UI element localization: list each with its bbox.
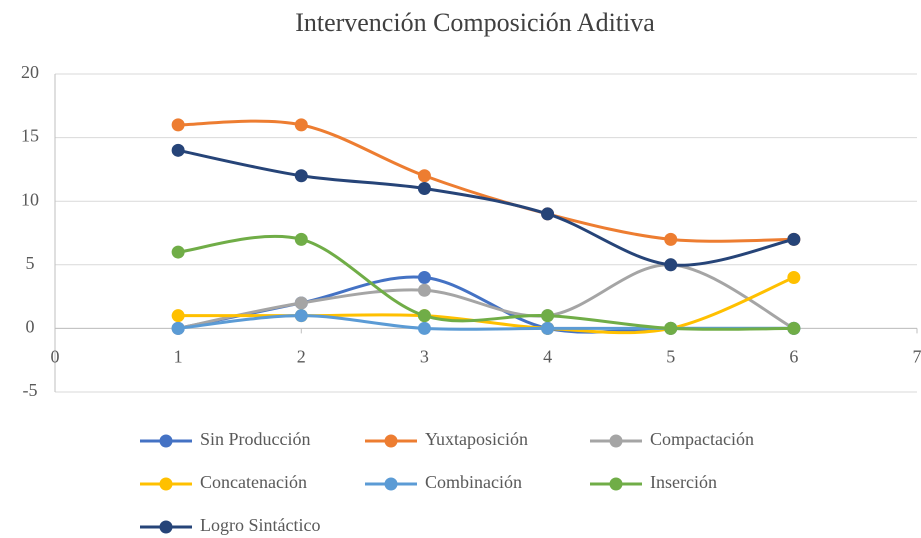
data-point (664, 321, 678, 335)
x-tick-label: 2 (297, 347, 306, 367)
data-point (171, 118, 185, 132)
data-point (171, 143, 185, 157)
series-line (177, 234, 794, 331)
legend-marker (384, 477, 398, 491)
legend-marker (159, 434, 173, 448)
legend-label: Compactación (650, 429, 754, 449)
data-point (171, 309, 185, 323)
series-line (178, 119, 794, 243)
data-point (294, 232, 308, 246)
y-tick-label: 5 (26, 253, 35, 273)
data-point (417, 271, 431, 285)
legend-label: Concatenación (200, 472, 307, 492)
data-point (541, 309, 555, 323)
legend-marker (159, 520, 173, 534)
data-point (171, 245, 185, 259)
data-point (787, 232, 801, 246)
data-point (294, 118, 308, 132)
legend-label: Inserción (650, 472, 717, 492)
data-point (787, 271, 801, 285)
series-line (177, 263, 795, 330)
legend-label: Sin Producción (200, 429, 311, 449)
data-point (664, 258, 678, 272)
data-point (417, 283, 431, 297)
legend-marker (384, 434, 398, 448)
data-point (417, 181, 431, 195)
x-tick-label: 3 (420, 347, 429, 367)
x-tick-label: 5 (666, 347, 675, 367)
data-point (541, 207, 555, 221)
data-point (294, 169, 308, 183)
y-tick-label: 20 (21, 62, 39, 82)
legend-marker (159, 477, 173, 491)
data-point (171, 321, 185, 335)
x-tick-label: 6 (789, 347, 798, 367)
x-tick-label: 4 (543, 347, 552, 367)
x-tick-label: 0 (51, 347, 60, 367)
data-point (417, 169, 431, 183)
legend-marker (609, 434, 623, 448)
chart-title: Intervención Composición Aditiva (295, 8, 655, 37)
y-tick-label: 15 (21, 126, 39, 146)
x-tick-label: 1 (174, 347, 183, 367)
data-point (664, 232, 678, 246)
data-point (417, 309, 431, 323)
legend-marker (609, 477, 623, 491)
data-point (787, 321, 801, 335)
data-point (417, 321, 431, 335)
y-tick-label: 10 (21, 189, 39, 209)
legend-label: Logro Sintáctico (200, 515, 320, 535)
y-tick-label: -5 (23, 380, 38, 400)
x-tick-label: 7 (913, 347, 921, 367)
legend-label: Yuxtaposición (425, 429, 528, 449)
data-point (541, 321, 555, 335)
data-point (294, 309, 308, 323)
y-tick-label: 0 (26, 317, 35, 337)
data-point (294, 296, 308, 310)
legend-label: Combinación (425, 472, 522, 492)
series-line (177, 148, 795, 267)
